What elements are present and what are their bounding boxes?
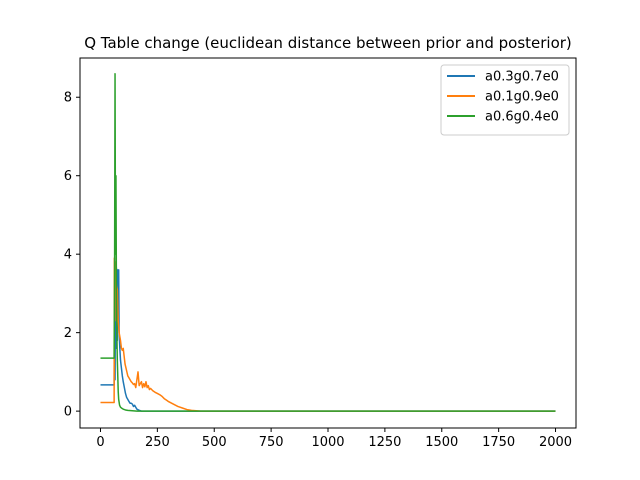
series-line-2	[100, 72, 556, 412]
x-tick-label-7: 1750	[482, 435, 515, 450]
legend-label-0: a0.3g0.7e0	[485, 70, 559, 85]
x-tick-label-1: 250	[145, 435, 170, 450]
x-tick-label-4: 1000	[311, 435, 344, 450]
x-axis: 0 250 500 750 1000 1250 1500 1750 2000	[96, 428, 572, 450]
x-tick-label-0: 0	[96, 435, 104, 450]
series-line-1	[100, 257, 556, 412]
y-tick-label-3: 6	[64, 169, 72, 184]
x-tick-label-3: 750	[259, 435, 284, 450]
x-tick-label-8: 2000	[539, 435, 572, 450]
y-tick-label-4: 8	[64, 91, 72, 106]
x-tick-label-2: 500	[202, 435, 227, 450]
x-tick-label-5: 1250	[368, 435, 401, 450]
y-tick-label-0: 0	[64, 405, 72, 420]
legend: a0.3g0.7e0 a0.1g0.9e0 a0.6g0.4e0	[440, 64, 570, 136]
x-tick-label-6: 1500	[425, 435, 458, 450]
legend-box	[440, 64, 570, 136]
legend-label-2: a0.6g0.4e0	[485, 110, 559, 125]
y-axis: 0 2 4 6 8	[64, 91, 80, 420]
y-tick-label-1: 2	[64, 326, 72, 341]
plot-area	[100, 72, 556, 412]
y-tick-label-2: 4	[64, 248, 72, 263]
chart-title: Q Table change (euclidean distance betwe…	[84, 34, 572, 52]
legend-label-1: a0.1g0.9e0	[485, 90, 559, 105]
